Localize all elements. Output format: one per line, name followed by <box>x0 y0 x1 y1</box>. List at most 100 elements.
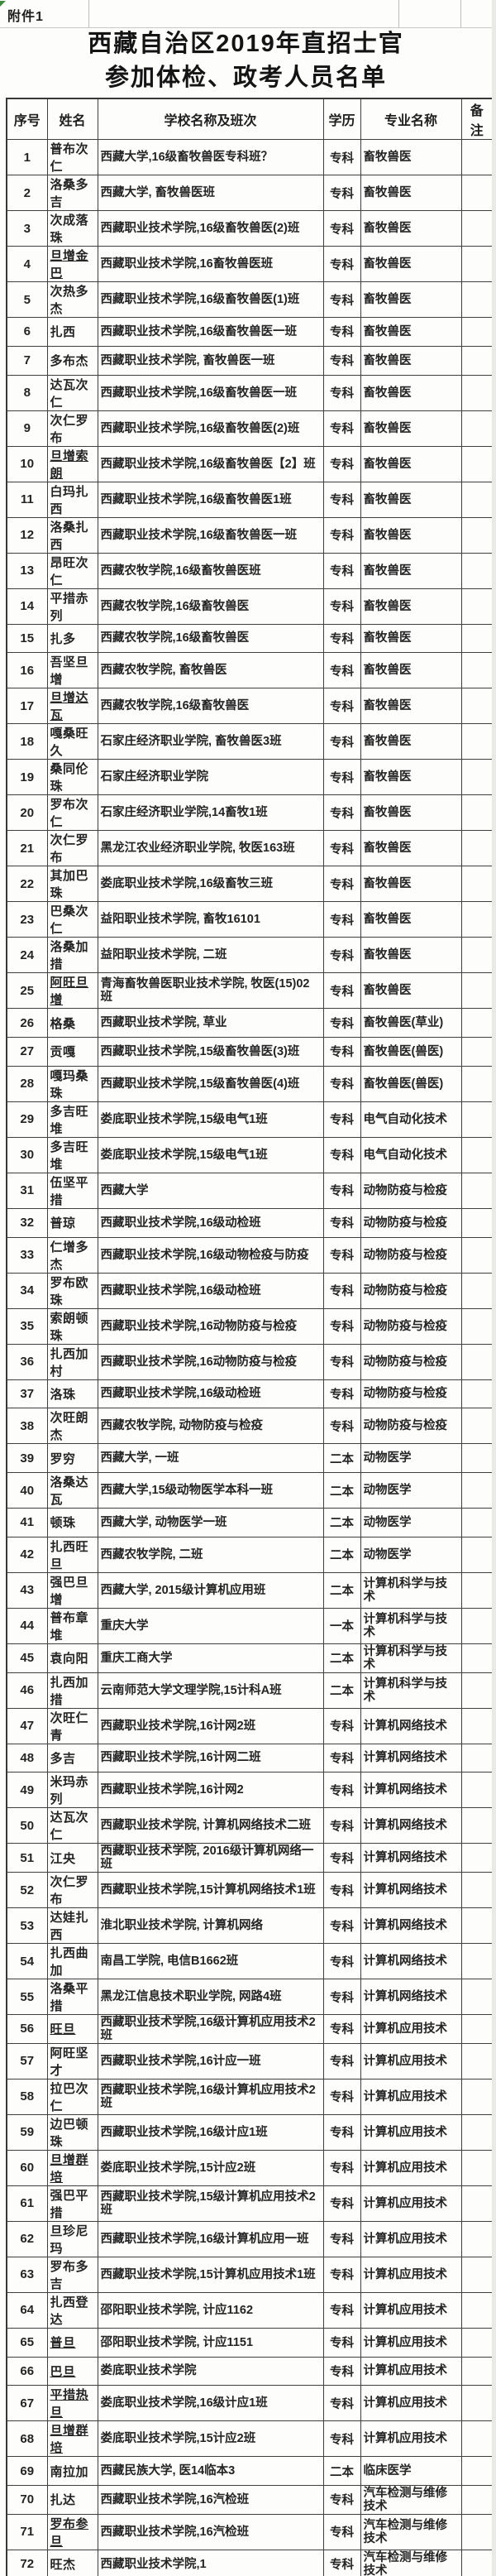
degree-text: 专科 <box>330 1217 354 1231</box>
cell-remark <box>460 1408 494 1445</box>
cell-degree: 二本 <box>322 2456 361 2486</box>
cell-remark <box>460 2327 494 2358</box>
cell-serial-number: 33 <box>6 1236 48 1274</box>
degree-text: 二本 <box>330 1517 354 1531</box>
table-row: 68 旦增群培 娄底职业技术学院,15计应2班 专科 计算机应用技术 <box>6 2420 494 2458</box>
name-text: 多吉 <box>50 1751 76 1766</box>
school-class-text: 娄底职业技术学院,15级电气1班 <box>100 1112 268 1126</box>
cell-serial-number: 16 <box>6 652 48 689</box>
school-class-text: 西藏职业技术学院,16汽检班 <box>100 2525 250 2539</box>
cell-remark <box>460 723 494 760</box>
cell-school-class: 黑龙江农业经济职业学院, 牧医163班 <box>97 830 324 867</box>
cell-name: 洛桑加措 <box>46 937 98 974</box>
school-class-text: 西藏职业技术学院,15计算机应用技术1班 <box>100 2267 316 2281</box>
cell-degree: 专科 <box>322 1236 361 1274</box>
serial-number-text: 42 <box>20 1547 35 1562</box>
cell-remark <box>460 972 494 1010</box>
cell-name: 多吉旺堆 <box>46 1136 98 1173</box>
cell-school-class: 西藏职业技术学院,16汽检班 <box>97 2513 324 2550</box>
cell-major: 计算机应用技术 <box>360 2356 462 2387</box>
cell-degree: 专科 <box>322 175 361 211</box>
cell-school-class: 西藏农牧学院,16级畜牧兽医 <box>97 588 324 625</box>
cell-degree: 一本 <box>322 1607 361 1644</box>
name-text: 多吉旺堆 <box>50 1139 89 1172</box>
cell-remark <box>460 2513 494 2550</box>
school-class-text: 西藏职业技术学院,16计网2班 <box>100 1719 256 1733</box>
serial-number-text: 37 <box>20 1386 35 1401</box>
school-class-text: 石家庄经济职业学院,14畜牧1班 <box>100 806 268 820</box>
cell-degree: 专科 <box>322 2256 361 2293</box>
table-row: 7 多布杰 西藏职业技术学院, 畜牧兽医一班 专科 畜牧兽医 <box>6 345 494 376</box>
major-text: 动物防疫与检疫 <box>363 1355 448 1369</box>
serial-number-text: 11 <box>20 492 34 506</box>
cell-serial-number: 35 <box>6 1307 48 1345</box>
serial-number-text: 52 <box>20 1883 35 1897</box>
school-class-text: 西藏职业技术学院,16动物防疫与检疫 <box>100 1355 298 1369</box>
cell-serial-number: 15 <box>6 623 48 654</box>
cell-remark <box>460 1065 494 1102</box>
major-text: 计算机网络技术 <box>363 1955 448 1968</box>
table-row: 14 平措赤列 西藏农牧学院,16级畜牧兽医 专科 畜牧兽医 <box>6 588 494 625</box>
cell-remark <box>460 1772 494 1809</box>
cell-name: 洛桑平措 <box>46 1979 98 2015</box>
school-class-text: 西藏大学,16级畜牧兽医专科班？ <box>100 151 274 164</box>
name-text: 次仁罗布 <box>50 1875 89 1907</box>
cell-name: 拉巴次仁 <box>46 2078 98 2115</box>
name-text: 洛桑达瓦 <box>50 1475 89 1507</box>
school-class-text: 西藏职业技术学院,16级畜牧兽医【2】班 <box>100 457 316 471</box>
name-text: 扎西登达 <box>50 2295 89 2327</box>
name-text: 罗布多吉 <box>50 2259 89 2291</box>
table-row: 11 白玛扎西 西藏职业技术学院,16级畜牧兽医1班 专科 畜牧兽医 <box>6 481 494 518</box>
cell-name: 平措赤列 <box>46 588 98 625</box>
degree-text: 专科 <box>330 223 354 237</box>
table-row: 51 江央 西藏职业技术学院, 2016级计算机网络一班 专科 计算机网络技术 <box>6 1843 494 1873</box>
cell-remark <box>460 623 494 654</box>
name-text: 白玛扎西 <box>50 484 89 516</box>
name-text: 伍坚平措 <box>50 1175 89 1207</box>
cell-name: 洛桑多吉 <box>46 175 98 211</box>
cell-school-class: 西藏职业技术学院,16级计应1班 <box>97 2113 324 2151</box>
degree-text: 专科 <box>330 807 354 821</box>
major-text: 畜牧兽医(兽医) <box>363 1077 444 1091</box>
serial-number-text: 30 <box>20 1148 35 1163</box>
cell-degree: 专科 <box>322 1008 361 1038</box>
cell-remark <box>460 2185 494 2222</box>
cell-name: 扎达 <box>46 2485 98 2515</box>
school-class-text: 黑龙江农业经济职业学院, 牧医163班 <box>100 842 295 856</box>
cell-serial-number: 43 <box>6 1571 48 1609</box>
cell-serial-number: 46 <box>6 1672 48 1709</box>
school-class-text: 娄底职业技术学院,15计应2班 <box>100 2432 256 2446</box>
cell-serial-number: 66 <box>6 2356 48 2387</box>
cell-school-class: 邵阳职业技术学院, 计应1162 <box>97 2291 324 2329</box>
major-text: 动物医学 <box>363 1484 412 1497</box>
major-text: 动物防疫与检疫 <box>363 1216 448 1230</box>
cell-remark <box>460 139 494 175</box>
major-text: 畜牧兽医 <box>363 564 412 578</box>
cell-remark <box>460 1536 494 1573</box>
serial-number-text: 69 <box>20 2463 35 2478</box>
cell-school-class: 西藏职业技术学院,16级动检班 <box>97 1272 324 1309</box>
cell-school-class: 西藏职业技术学院,16计应一班 <box>97 2042 324 2080</box>
serial-number-text: 43 <box>20 1583 35 1598</box>
cell-serial-number: 65 <box>6 2327 48 2358</box>
cell-serial-number: 31 <box>6 1172 48 1209</box>
degree-text: 专科 <box>330 2494 354 2508</box>
major-text: 计算机应用技术 <box>363 2303 448 2317</box>
cell-school-class: 西藏职业技术学院,16级动检班 <box>97 1379 324 1409</box>
cell-remark <box>460 1307 494 1345</box>
major-text: 动物防疫与检疫 <box>363 1387 448 1401</box>
name-text: 扎达 <box>50 2493 76 2508</box>
cell-major: 计算机科学与技术 <box>360 1643 462 1673</box>
major-text: 计算机应用技术 <box>363 2396 448 2411</box>
cell-serial-number: 58 <box>6 2078 48 2115</box>
table-row: 37 洛珠 西藏职业技术学院,16级动检班 专科 动物防疫与检疫 <box>6 1379 494 1409</box>
cell-remark <box>460 688 494 725</box>
cell-remark <box>460 1743 494 1773</box>
cell-remark <box>460 1272 494 1309</box>
name-text: 洛桑扎西 <box>50 520 89 552</box>
cell-degree: 专科 <box>322 794 361 832</box>
cell-serial-number: 40 <box>6 1472 48 1509</box>
cell-serial-number: 2 <box>6 175 48 211</box>
cell-serial-number: 48 <box>6 1743 48 1773</box>
header-degree: 学历 <box>322 98 361 140</box>
